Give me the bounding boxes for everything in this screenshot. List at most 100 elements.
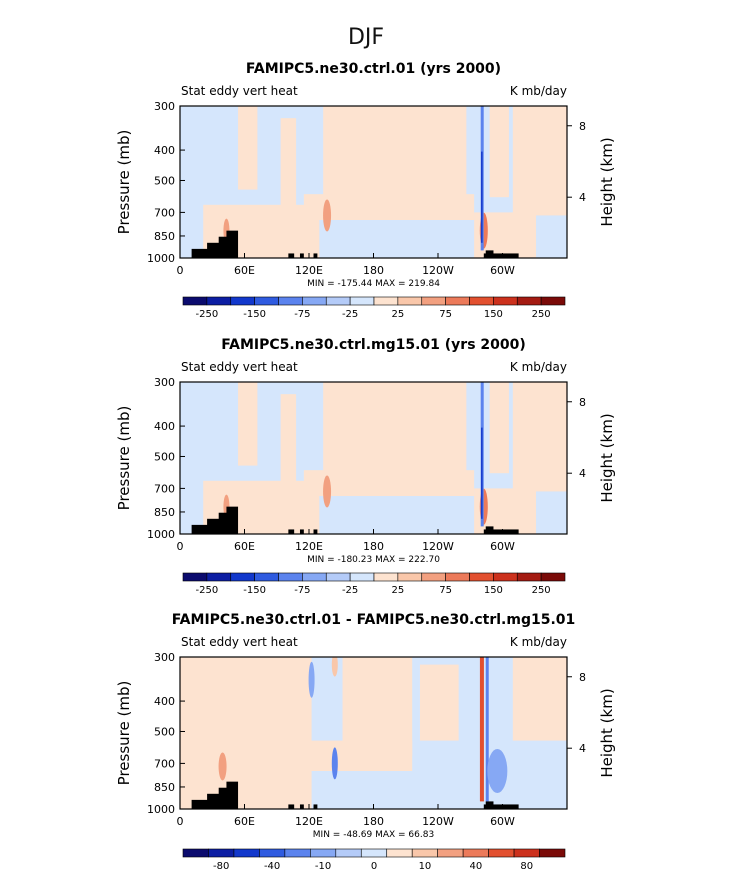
colorbar-swatch	[360, 848, 388, 858]
warm-region	[180, 657, 312, 809]
colorbar-swatch	[462, 848, 489, 858]
warm-region	[419, 664, 459, 741]
panel-left-label: Stat eddy vert heat	[181, 360, 298, 374]
y-tick-label: 500	[154, 450, 175, 463]
min-max-stats: MIN = -180.23 MAX = 222.70	[307, 555, 440, 565]
topography	[191, 230, 519, 258]
warm-core	[323, 475, 332, 508]
colorbar-label: -25	[342, 585, 358, 596]
colorbar-swatch	[278, 296, 303, 306]
x-tick-label: 60W	[490, 540, 515, 553]
colorbar-swatch	[493, 572, 518, 582]
y-tick-label: 300	[154, 100, 175, 113]
topography-block	[313, 529, 318, 534]
colorbar-label: 150	[484, 309, 503, 320]
topography-block	[485, 526, 494, 534]
y-axis-title: Pressure (mb)	[115, 130, 133, 235]
y-tick-label: 400	[154, 695, 175, 708]
warm-region	[489, 106, 509, 198]
colorbar-label: -40	[264, 861, 280, 872]
colorbar-swatch	[182, 572, 208, 582]
colorbar-label: 75	[439, 309, 452, 320]
chart-panel-1: FAMIPC5.ne30.ctrl.01 (yrs 2000) Stat eddy…	[115, 61, 616, 320]
colorbar-label: 250	[532, 309, 551, 320]
topography-block	[313, 253, 318, 258]
colorbar-swatch	[373, 296, 399, 306]
colorbar-swatch	[302, 296, 327, 306]
colorbar-label: -250	[196, 585, 219, 596]
contour-field	[180, 382, 567, 534]
colorbar-swatch	[445, 296, 470, 306]
colorbar-swatch	[206, 572, 232, 582]
height-tick-label: 8	[579, 671, 586, 684]
topography-block	[191, 799, 211, 809]
topography-block	[299, 253, 304, 258]
x-tick-label: 120E	[295, 264, 323, 277]
colorbar-swatch	[469, 572, 494, 582]
colorbar-swatch	[349, 572, 375, 582]
panel-left-label: Stat eddy vert heat	[181, 635, 298, 649]
topography-block	[191, 524, 211, 534]
warm-region	[342, 657, 413, 756]
y-tick-label: 400	[154, 420, 175, 433]
y-tick-label: 850	[154, 781, 175, 794]
page-title: DJF	[348, 25, 384, 50]
colorbar-swatch	[230, 296, 255, 306]
warm-region	[512, 657, 567, 741]
colorbar-label: 75	[439, 585, 452, 596]
topography-block	[483, 804, 519, 809]
colorbar-swatch	[254, 296, 279, 306]
colorbar-swatch	[516, 572, 542, 582]
y-tick-label: 1000	[147, 528, 175, 541]
x-tick-label: 180	[363, 815, 384, 828]
colorbar-label: 250	[532, 585, 551, 596]
y-axis-title-right: Height (km)	[598, 413, 616, 502]
colorbar-swatch	[230, 572, 255, 582]
colorbar-label: -75	[294, 309, 310, 320]
y-tick-label: 500	[154, 725, 175, 738]
topography-block	[218, 787, 231, 809]
colorbar-label: -80	[213, 861, 229, 872]
colorbar-label: -75	[294, 585, 310, 596]
warm-region	[512, 106, 567, 216]
x-tick-label: 60W	[490, 264, 515, 277]
cold-core	[308, 661, 315, 698]
y-tick-label: 700	[154, 482, 175, 495]
x-tick-label: 0	[177, 540, 184, 553]
colorbar-label: -150	[243, 309, 266, 320]
colorbar-swatch	[206, 296, 232, 306]
x-tick-label: 180	[363, 540, 384, 553]
cold-core	[485, 657, 489, 802]
colorbar-swatch	[397, 296, 423, 306]
topography-block	[299, 529, 304, 534]
cold-core	[331, 747, 338, 780]
topography	[191, 781, 519, 809]
colorbar-swatch	[445, 572, 470, 582]
colorbar-swatch	[488, 848, 515, 858]
height-tick-label: 8	[579, 120, 586, 133]
warm-region	[303, 470, 475, 496]
colorbar-swatch	[325, 296, 351, 306]
colorbar-swatch	[182, 848, 209, 858]
colorbar-swatch	[469, 296, 494, 306]
height-tick-label: 4	[579, 467, 586, 480]
x-tick-label: 120W	[422, 815, 454, 828]
colorbar: -80 -40 -10 0 10 40 80	[182, 848, 566, 872]
colorbar-swatch	[284, 848, 311, 858]
colorbar-swatch	[373, 572, 399, 582]
y-tick-label: 850	[154, 506, 175, 519]
topography-block	[288, 253, 295, 258]
colorbar-swatch	[493, 296, 518, 306]
panel-right-label: K mb/day	[510, 84, 567, 98]
colorbar-swatch	[411, 848, 438, 858]
warm-region	[280, 118, 297, 210]
height-tick-label: 8	[579, 396, 586, 409]
x-tick-label: 120E	[295, 540, 323, 553]
colorbar-swatch	[386, 848, 413, 858]
colorbar-swatch	[254, 572, 279, 582]
y-tick-label: 300	[154, 651, 175, 664]
colorbar-label: 80	[520, 861, 533, 872]
colorbar: -250 -150 -75 -25 25 75 150 250	[182, 572, 566, 596]
warm-region	[512, 382, 567, 492]
